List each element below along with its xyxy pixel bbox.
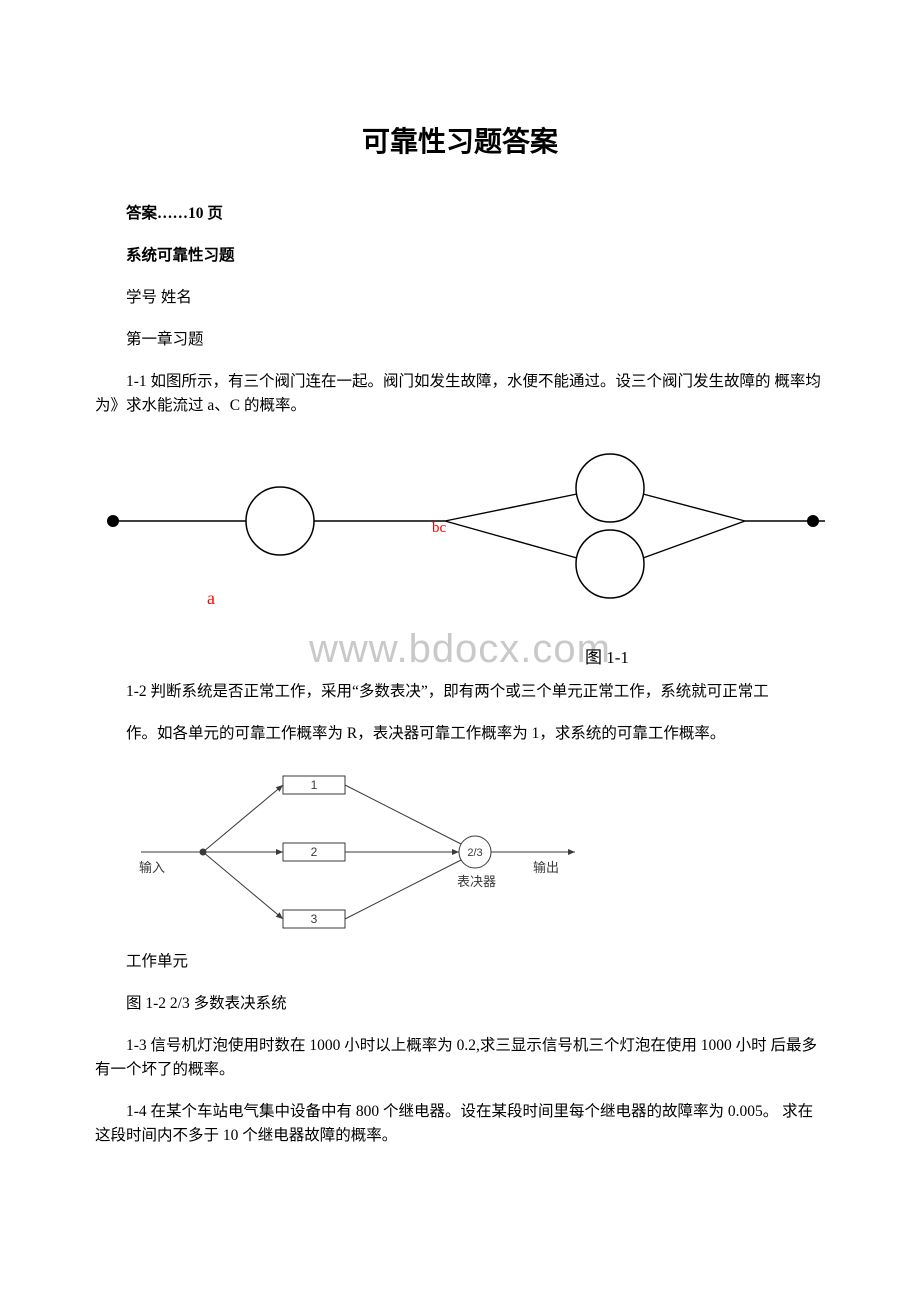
subtitle: 系统可靠性习题 bbox=[95, 244, 825, 268]
question-1-1: 1-1 如图所示，有三个阀门连在一起。阀门如发生故障，水便不能通过。设三个阀门发… bbox=[95, 370, 825, 418]
svg-text:表决器: 表决器 bbox=[457, 874, 496, 889]
figure-1-1: abc www.bdocx.com 图 1-1 bbox=[95, 436, 825, 676]
chapter-heading: 第一章习题 bbox=[95, 328, 825, 352]
work-unit-label: 工作单元 bbox=[95, 950, 825, 974]
id-name-line: 学号 姓名 bbox=[95, 286, 825, 310]
question-1-3: 1-3 信号机灯泡使用时数在 1000 小时以上概率为 0.2,求三显示信号机三… bbox=[95, 1034, 825, 1082]
diagram-2-svg: 1 2 3 2/3 输入 输出表决器 bbox=[133, 764, 593, 944]
svg-text:a: a bbox=[207, 588, 215, 608]
question-1-2-b: 作。如各单元的可靠工作概率为 R，表决器可靠工作概率为 1，求系统的可靠工作概率… bbox=[95, 722, 825, 746]
figure-1-2: 1 2 3 2/3 输入 输出表决器 bbox=[133, 764, 593, 944]
answers-note: 答案……10 页 bbox=[95, 202, 825, 226]
question-1-2-a: 1-2 判断系统是否正常工作，采用“多数表决”，即有两个或三个单元正常工作，系统… bbox=[95, 680, 825, 704]
figure-1-2-caption: 图 1-2 2/3 多数表决系统 bbox=[95, 992, 825, 1016]
svg-text:输出: 输出 bbox=[533, 860, 559, 875]
diagram-1-svg: a bc bbox=[95, 436, 825, 646]
svg-text:bc: bc bbox=[432, 520, 447, 536]
svg-text:1: 1 bbox=[311, 778, 318, 792]
svg-text:3: 3 bbox=[311, 912, 318, 926]
svg-text:2/3: 2/3 bbox=[467, 847, 482, 859]
page-title: 可靠性习题答案 bbox=[95, 120, 825, 160]
question-1-4: 1-4 在某个车站电气集中设备中有 800 个继电器。设在某段时间里每个继电器的… bbox=[95, 1100, 825, 1148]
svg-text:输入: 输入 bbox=[139, 860, 165, 875]
figure-1-caption: 图 1-1 bbox=[585, 643, 629, 668]
svg-text:2: 2 bbox=[311, 845, 318, 859]
